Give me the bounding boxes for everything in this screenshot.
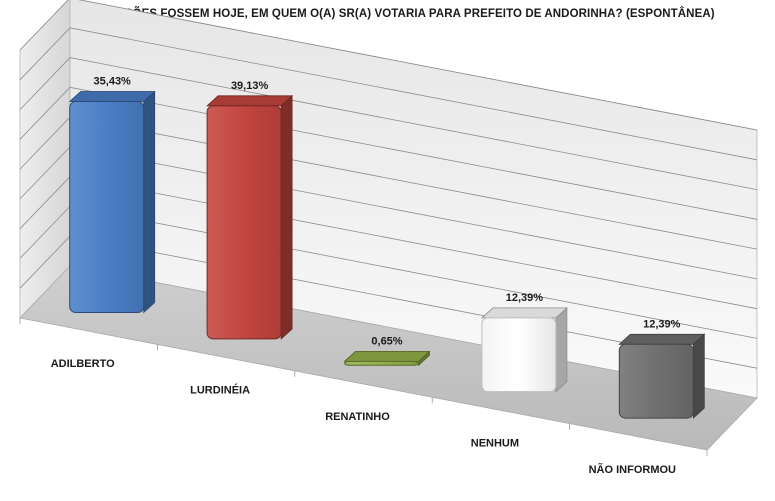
gridline — [19, 57, 758, 190]
category-label: RENATINHO — [325, 411, 390, 423]
category-label: ADILBERTO — [51, 358, 115, 370]
data-label: 12,39% — [643, 318, 681, 330]
bar — [68, 90, 156, 314]
data-label: 0,65% — [371, 335, 402, 347]
category-label: NÃO INFORMOU — [589, 463, 676, 476]
data-label: 12,39% — [506, 292, 544, 304]
bar — [343, 350, 431, 367]
category-label: NENHUM — [471, 437, 519, 449]
side-wall — [19, 0, 71, 319]
data-label: 39,13% — [231, 80, 269, 92]
gridline — [19, 86, 758, 220]
category-label: LURDINÉIA — [190, 384, 250, 397]
data-label: 35,43% — [94, 75, 132, 87]
gridline — [19, 27, 758, 161]
bar — [618, 333, 706, 420]
chart-title: SE AS ELEIÇÕES FOSSEM HOJE, EM QUEM O(A)… — [60, 8, 715, 20]
bar — [206, 94, 294, 340]
bar — [480, 306, 568, 393]
gridline — [19, 0, 758, 131]
